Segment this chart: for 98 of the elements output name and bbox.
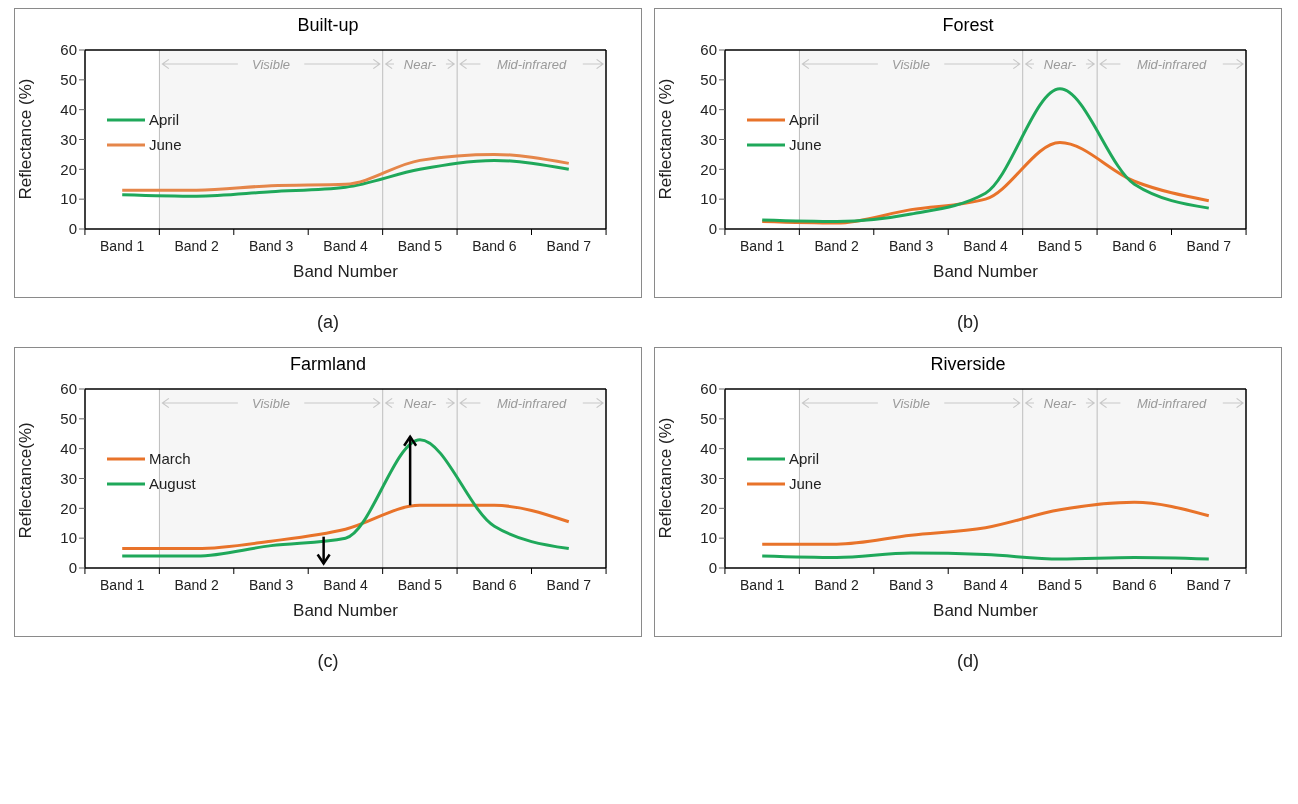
band-label: Near-	[403, 396, 437, 411]
y-tick-label: 20	[700, 499, 717, 517]
x-tick-label: Band 3	[888, 238, 934, 254]
x-tick-label: Band 5	[1037, 577, 1083, 593]
y-tick-label: 20	[60, 499, 77, 517]
x-axis-title: Band Number	[933, 262, 1039, 281]
line-series	[760, 500, 1211, 546]
x-tick-label: Band 7	[546, 577, 592, 593]
band-label: Mid-infrared	[1136, 57, 1208, 72]
band-label: Near-	[403, 57, 437, 72]
y-axis-title: Reflectance (%)	[16, 78, 36, 200]
x-axis-title: Band Number	[293, 601, 399, 620]
y-tick-label: 60	[700, 380, 717, 398]
band-label: Mid-infrared	[496, 57, 568, 72]
y-axis-title: Reflectance (%)	[656, 78, 676, 200]
x-tick-label: Band 4	[323, 238, 368, 254]
text: (b)	[957, 312, 979, 333]
y-tick-label: 60	[60, 41, 77, 59]
y-tick-label: 30	[60, 130, 77, 148]
legend-label: March	[149, 450, 191, 467]
x-tick-label: Band 6	[472, 577, 517, 593]
text: (c)	[317, 651, 339, 672]
y-tick-label: 0	[68, 559, 77, 577]
y-tick-label: 40	[60, 439, 77, 457]
y-tick-label: 30	[700, 130, 717, 148]
x-tick-label: Band 5	[397, 577, 443, 593]
y-tick-label: 10	[60, 529, 77, 547]
y-tick-label: 20	[700, 160, 717, 178]
legend-label: April	[149, 111, 180, 128]
line-series	[760, 87, 1211, 224]
x-tick-label: Band 2	[174, 238, 220, 254]
chart-title: Forest	[941, 15, 995, 37]
band-label: Visible	[892, 396, 931, 411]
y-tick-label: 0	[68, 220, 77, 238]
x-tick-label: Band 3	[248, 238, 294, 254]
line-series	[120, 503, 571, 551]
x-tick-label: Band 3	[888, 577, 934, 593]
line-series	[120, 158, 571, 198]
band-label: Mid-infrared	[1136, 396, 1208, 411]
x-axis-title: Band Number	[933, 601, 1039, 620]
y-axis-title: Reflectance(%)	[16, 422, 36, 539]
legend-label: June	[789, 136, 822, 153]
x-tick-label: Band 7	[1186, 577, 1232, 593]
y-tick-label: 30	[700, 469, 717, 487]
y-tick-label: 60	[60, 380, 77, 398]
x-tick-label: Band 3	[248, 577, 294, 593]
band-label: Visible	[252, 396, 291, 411]
legend-label: August	[149, 475, 196, 492]
chart-title: Built-up	[296, 15, 360, 37]
x-tick-label: Band 1	[740, 577, 785, 593]
y-tick-label: 10	[700, 529, 717, 547]
y-tick-label: 10	[60, 190, 77, 208]
line-series	[120, 438, 571, 558]
x-tick-label: Band 4	[963, 577, 1008, 593]
y-tick-label: 40	[60, 100, 77, 118]
y-tick-label: 20	[60, 160, 77, 178]
chart-title: Farmland	[289, 354, 367, 376]
y-tick-label: 0	[708, 559, 717, 577]
x-tick-label: Band 1	[100, 577, 145, 593]
x-tick-label: Band 2	[174, 577, 220, 593]
x-tick-label: Band 6	[1112, 577, 1157, 593]
legend-label: June	[789, 475, 822, 492]
legend-label: April	[789, 111, 820, 128]
x-tick-label: Band 7	[546, 238, 592, 254]
y-tick-label: 10	[700, 190, 717, 208]
y-tick-label: 50	[700, 410, 717, 428]
x-tick-label: Band 7	[1186, 238, 1232, 254]
y-tick-label: 40	[700, 100, 717, 118]
y-tick-label: 40	[700, 439, 717, 457]
band-label: Near-	[1043, 57, 1077, 72]
y-tick-label: 30	[60, 469, 77, 487]
x-tick-label: Band 1	[100, 238, 145, 254]
band-label: Visible	[252, 57, 291, 72]
legend-label: April	[789, 450, 820, 467]
y-tick-label: 60	[700, 41, 717, 59]
y-axis-title: Reflectance (%)	[656, 417, 676, 539]
y-tick-label: 50	[60, 410, 77, 428]
x-tick-label: Band 2	[814, 577, 860, 593]
y-tick-label: 50	[700, 71, 717, 89]
y-tick-label: 0	[708, 220, 717, 238]
band-label: Near-	[1043, 396, 1077, 411]
x-tick-label: Band 5	[1037, 238, 1083, 254]
band-label: Mid-infrared	[496, 396, 568, 411]
y-tick-label: 50	[60, 71, 77, 89]
band-label: Visible	[892, 57, 931, 72]
legend-label: June	[149, 136, 182, 153]
x-tick-label: Band 1	[740, 238, 785, 254]
chart-title: Riverside	[929, 354, 1007, 376]
text: (a)	[317, 312, 339, 333]
text: (d)	[957, 651, 979, 672]
x-axis-title: Band Number	[293, 262, 399, 281]
x-tick-label: Band 4	[323, 577, 368, 593]
x-tick-label: Band 6	[472, 238, 517, 254]
x-tick-label: Band 2	[814, 238, 860, 254]
line-series	[120, 152, 571, 192]
x-tick-label: Band 6	[1112, 238, 1157, 254]
x-tick-label: Band 4	[963, 238, 1008, 254]
x-tick-label: Band 5	[397, 238, 443, 254]
